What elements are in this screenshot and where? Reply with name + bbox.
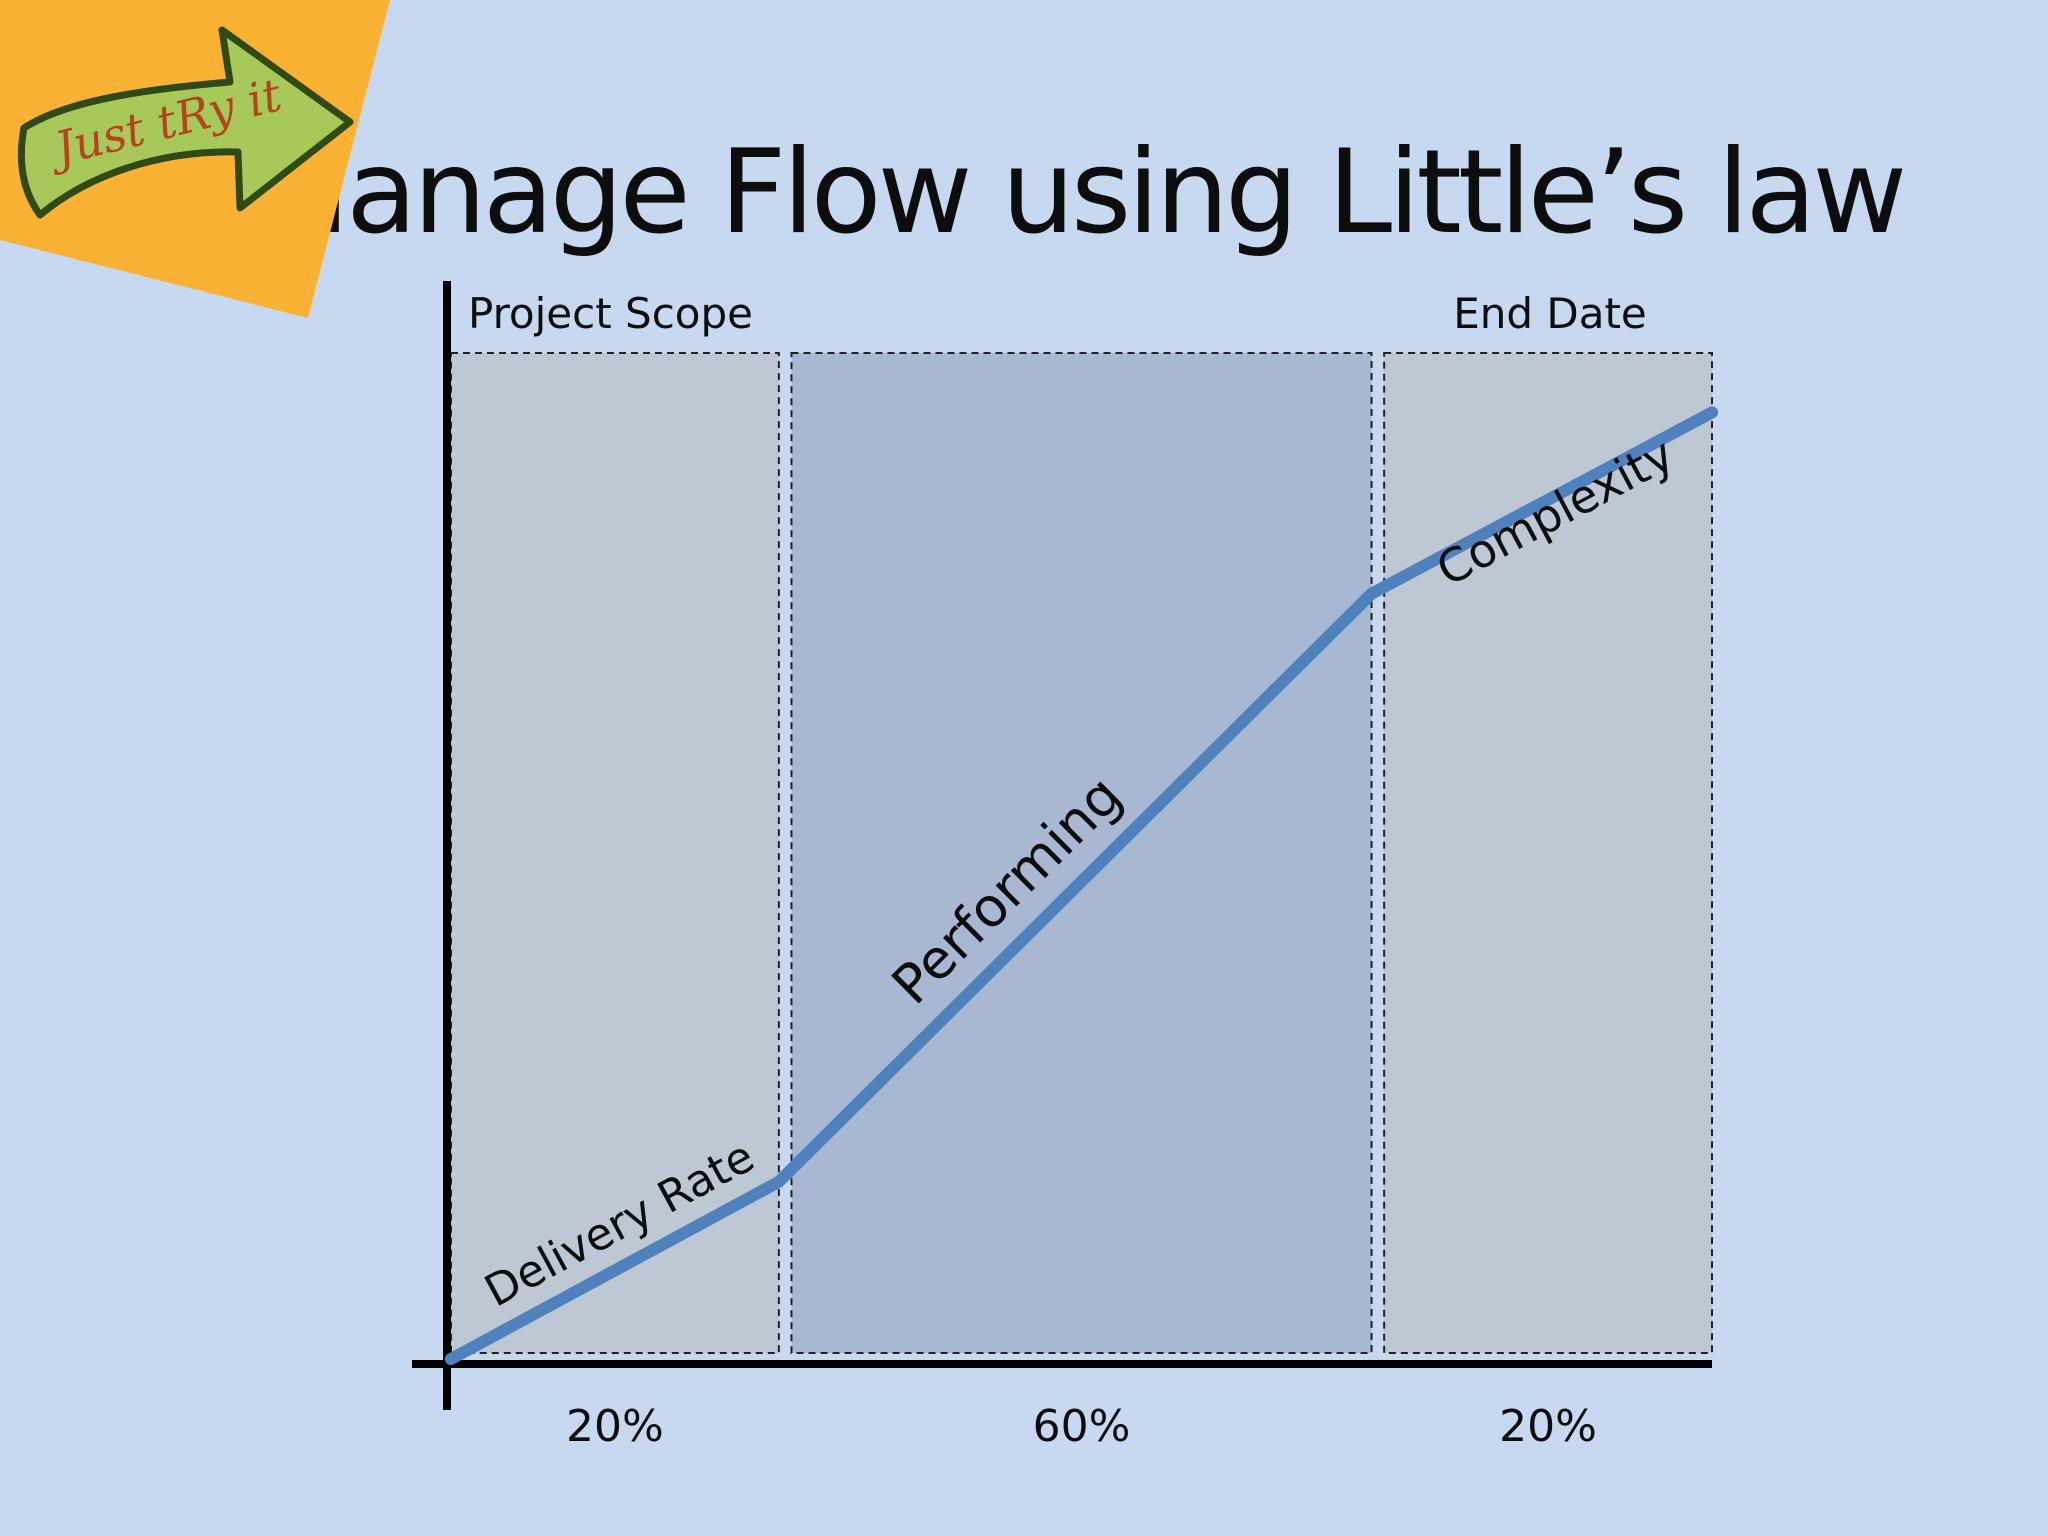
phase-box-1	[450, 352, 780, 1354]
phase-share-label-3: 20%	[1499, 1401, 1597, 1452]
series-point-3	[1365, 587, 1378, 600]
phase-boxes	[450, 352, 1713, 1354]
sticky-note-logo: Just tRy it	[0, 0, 390, 318]
series-point-2	[772, 1175, 785, 1188]
series-point-4	[1706, 406, 1718, 419]
axes	[412, 281, 1712, 1410]
phase-share-label-2: 60%	[1033, 1401, 1131, 1452]
x-axis-label: End Date	[1453, 289, 1647, 338]
phase-box-3	[1383, 352, 1713, 1354]
arrow-icon	[17, 26, 354, 219]
y-axis-label: Project Scope	[468, 289, 753, 338]
series-point-1	[445, 1353, 457, 1365]
series-line	[445, 406, 1718, 1365]
slide-title: Manage Flow using Little’s law	[250, 125, 1907, 260]
phase-share-label-1: 20%	[566, 1401, 664, 1452]
series-line-path	[445, 406, 1718, 1365]
phase-box-2	[790, 352, 1373, 1354]
